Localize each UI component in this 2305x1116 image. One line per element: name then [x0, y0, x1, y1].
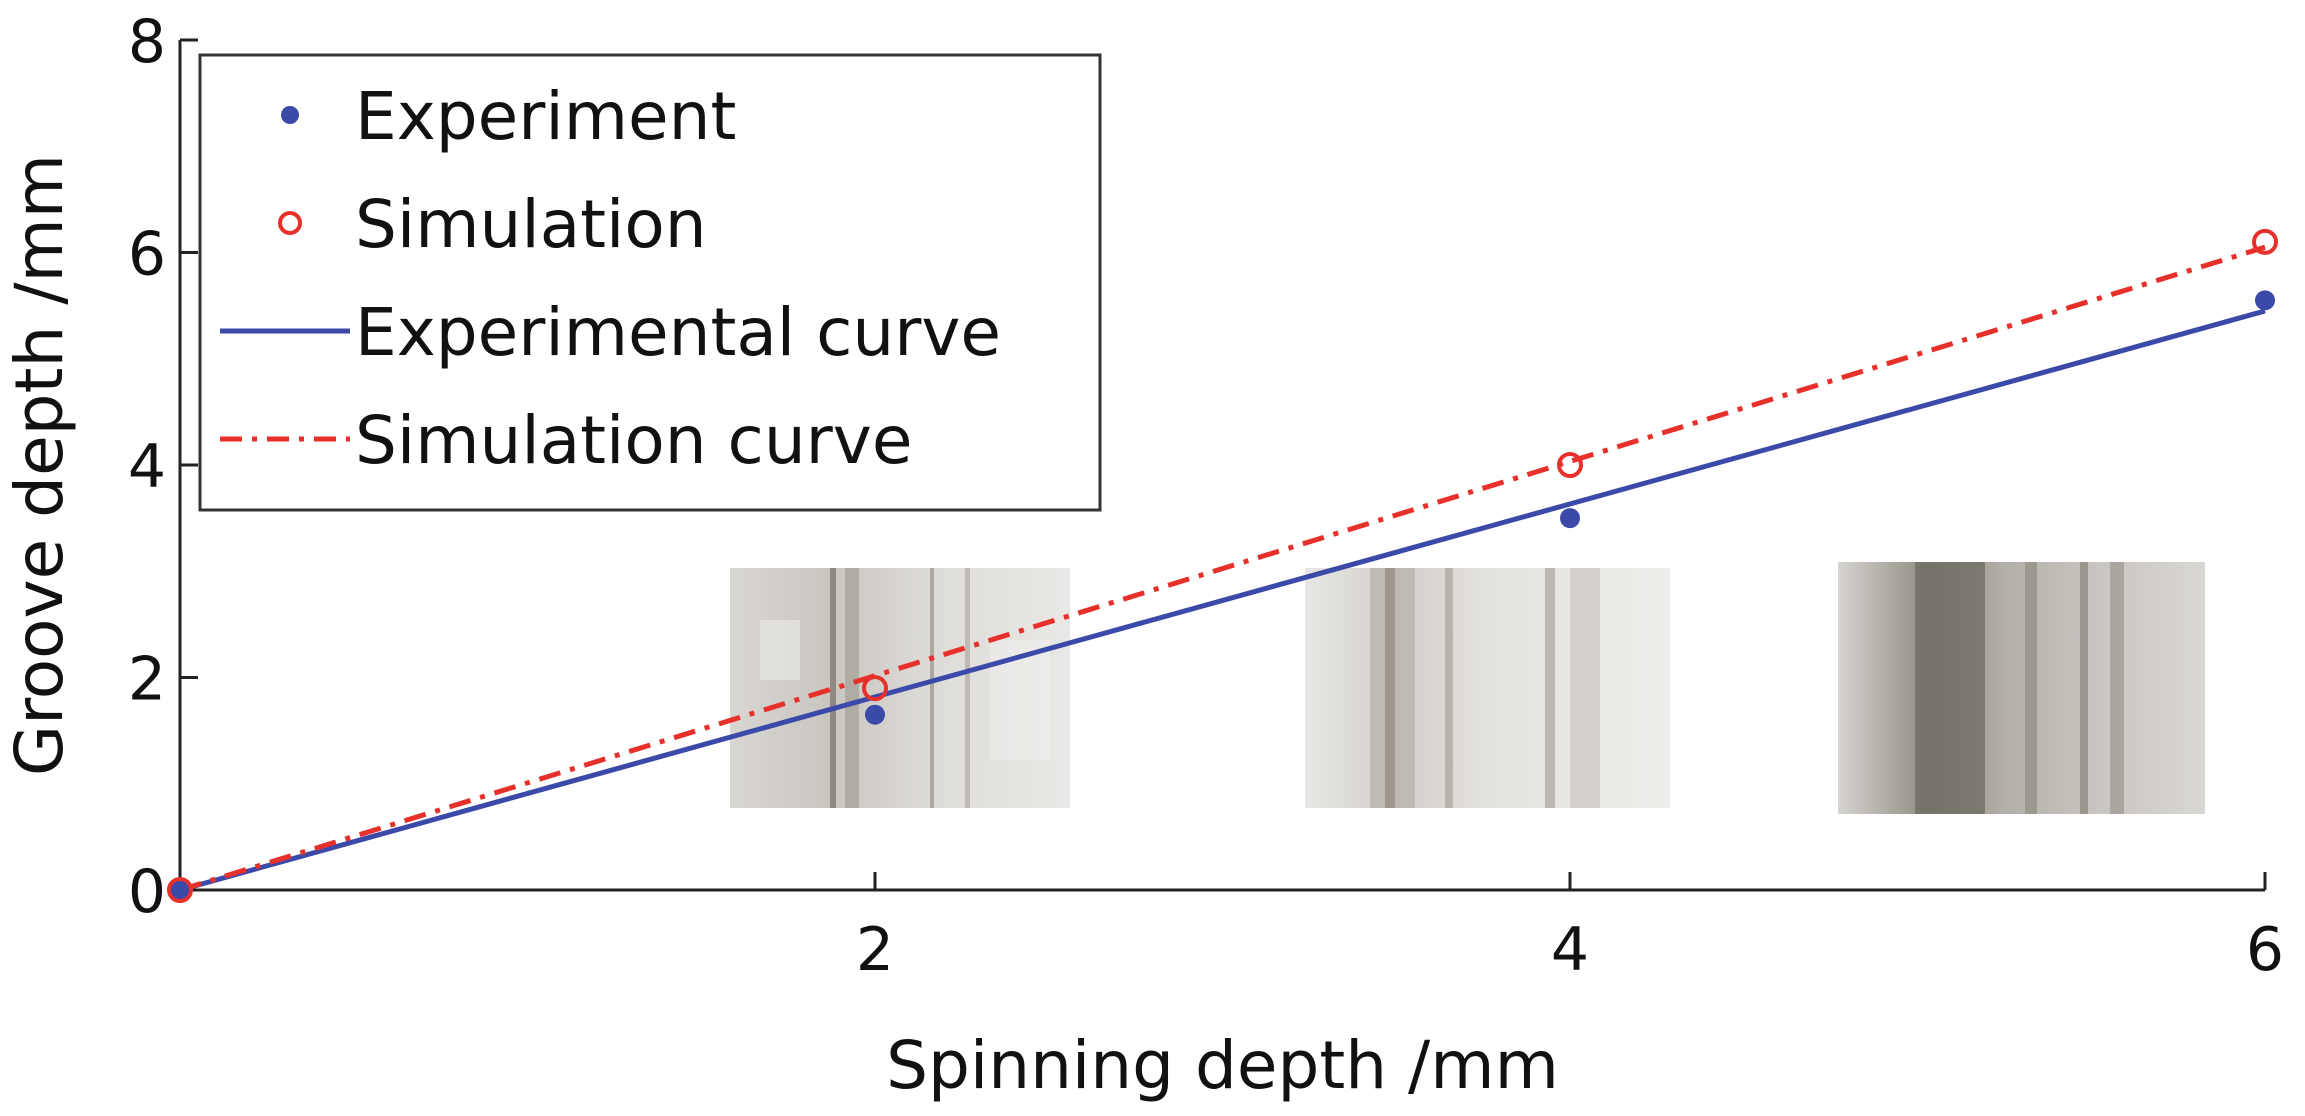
legend-label: Experimental curve — [355, 294, 1001, 371]
y-tick-label: 6 — [128, 220, 166, 290]
y-tick-label: 2 — [128, 645, 166, 715]
data-point-simulation — [862, 675, 888, 702]
data-point-simulation — [2252, 228, 2278, 255]
legend-label: Simulation — [355, 186, 707, 263]
y-axis-label: Groove depth /mm — [1, 154, 78, 776]
data-point-simulation — [167, 877, 193, 903]
data-point-experiment — [170, 880, 190, 900]
legend-marker-experiment — [281, 106, 299, 124]
x-axis-label: Spinning depth /mm — [886, 1027, 1559, 1104]
legend-label: Experiment — [355, 78, 736, 155]
data-point-experiment — [865, 704, 885, 725]
legend-marker-simulation — [278, 211, 302, 235]
series-line-experimental-curve — [179, 308, 2266, 893]
x-tick-label: 4 — [1551, 915, 1589, 985]
groove-photo-2mm — [730, 568, 1070, 808]
data-point-experiment — [2255, 290, 2275, 311]
axes: 2 4 6 0 2 4 6 8 Spinning depth /mm Groove depth /… — [1, 7, 2284, 1104]
data-point-experiment — [1560, 508, 1580, 529]
legend: Experiment Simulation Experimental curve Si… — [198, 53, 1102, 512]
y-tick-label: 8 — [128, 7, 166, 77]
x-tick-label: 2 — [856, 915, 894, 985]
x-tick-label: 6 — [2246, 915, 2284, 985]
groove-photo-6mm — [1838, 562, 2205, 814]
y-tick-label: 4 — [128, 432, 166, 502]
groove-photo-4mm — [1305, 568, 1670, 808]
y-tick-label: 0 — [128, 857, 166, 927]
legend-label: Simulation curve — [355, 402, 912, 479]
series-line-simulation-curve — [179, 244, 2266, 893]
plot-area — [167, 228, 2278, 903]
inset-photos — [730, 562, 2205, 814]
legend-box — [198, 53, 1102, 512]
data-point-simulation — [1557, 452, 1583, 478]
